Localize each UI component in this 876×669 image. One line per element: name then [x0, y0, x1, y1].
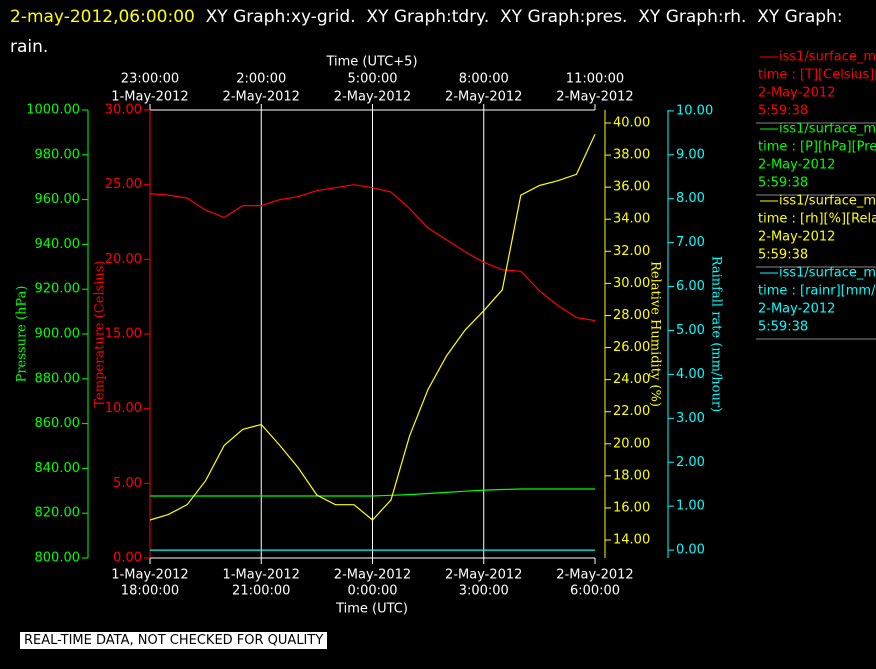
title: 2-may-2012,06:00:00 XY Graph:xy-grid. XY… — [10, 2, 850, 62]
y-tick-label: 8.00 — [676, 191, 705, 206]
y-tick-label: 9.00 — [676, 147, 705, 162]
y-axis-title: Temperature (Celsius) — [93, 260, 108, 407]
x2-axis-title: Time (UTC+5) — [325, 55, 417, 70]
x-tick-label: 21:00:00 — [232, 584, 290, 599]
x2-tick-label: 2-May-2012 — [556, 90, 633, 105]
y-tick-label: 860.00 — [35, 416, 81, 431]
y-tick-label: 28.00 — [613, 308, 650, 323]
y-tick-label: 840.00 — [35, 461, 81, 476]
legend-detail: 2-May-2012 — [758, 230, 835, 245]
legend-detail: time : [P][hPa][Pres — [758, 140, 876, 155]
x2-tick-label: 2-May-2012 — [445, 90, 522, 105]
y-tick-label: 30.00 — [613, 276, 650, 291]
legend-detail: 2-May-2012 — [758, 86, 835, 101]
title-text: XY Graph:xy-grid. XY Graph:tdry. XY Grap… — [10, 7, 848, 57]
y-tick-label: 36.00 — [613, 180, 650, 195]
x-tick-label: 2-May-2012 — [334, 568, 411, 583]
y-tick-label: 900.00 — [35, 327, 81, 342]
x-axis-title: Time (UTC) — [335, 602, 408, 617]
y-tick-label: 20.00 — [105, 252, 142, 267]
x-tick-label: 0:00:00 — [347, 584, 397, 599]
x2-tick-label: 8:00:00 — [459, 72, 509, 87]
y-tick-label: 0.00 — [676, 543, 705, 558]
y-tick-label: 3.00 — [676, 411, 705, 426]
y-axis-title: Rainfall rate (mm/hour) — [709, 256, 724, 412]
legend-name: iss1/surface_me — [779, 50, 876, 65]
y-tick-label: 820.00 — [35, 506, 81, 521]
y-tick-label: 980.00 — [35, 147, 81, 162]
x-tick-label: 3:00:00 — [459, 584, 509, 599]
x2-tick-label: 1-May-2012 — [111, 90, 188, 105]
y-tick-label: 10.00 — [105, 401, 142, 416]
y-tick-label: 30.00 — [105, 103, 142, 118]
y-tick-label: 940.00 — [35, 237, 81, 252]
series-line — [150, 488, 595, 497]
footer: REAL-TIME DATA, NOT CHECKED FOR QUALITY — [20, 632, 328, 649]
y-tick-label: 16.00 — [613, 500, 650, 515]
y-tick-label: 6.00 — [676, 279, 705, 294]
legend-name: iss1/surface_me — [779, 194, 876, 209]
y-tick-label: 10.00 — [676, 103, 713, 118]
y-tick-label: 22.00 — [613, 404, 650, 419]
x-tick-label: 18:00:00 — [121, 584, 179, 599]
x2-tick-label: 23:00:00 — [121, 72, 179, 87]
y-tick-label: 14.00 — [613, 533, 650, 548]
x2-tick-label: 2-May-2012 — [223, 90, 300, 105]
x-tick-label: 6:00:00 — [570, 584, 620, 599]
y-tick-label: 0.00 — [113, 551, 142, 566]
title-time: 2-may-2012,06:00:00 — [10, 7, 195, 27]
y-tick-label: 25.00 — [105, 177, 142, 192]
y-tick-label: 32.00 — [613, 244, 650, 259]
y-tick-label: 2.00 — [676, 455, 705, 470]
y-tick-label: 5.00 — [676, 323, 705, 338]
y-tick-label: 15.00 — [105, 327, 142, 342]
x-tick-label: 2-May-2012 — [556, 568, 633, 583]
legend-detail: 5:59:38 — [758, 248, 808, 263]
legend-detail: 2-May-2012 — [758, 302, 835, 317]
legend-detail: 5:59:38 — [758, 104, 808, 119]
y-tick-label: 4.00 — [676, 367, 705, 382]
x2-tick-label: 11:00:00 — [566, 72, 624, 87]
legend-detail: time : [rh][%][Relati — [758, 212, 876, 227]
series-line — [149, 184, 596, 322]
x-tick-label: 1-May-2012 — [111, 568, 188, 583]
x-tick-label: 1-May-2012 — [223, 568, 300, 583]
x-tick-label: 2-May-2012 — [445, 568, 522, 583]
legend-detail: time : [T][Celsius][T — [758, 68, 876, 83]
y-tick-label: 26.00 — [613, 340, 650, 355]
y-tick-label: 34.00 — [613, 212, 650, 227]
x2-tick-label: 2-May-2012 — [334, 90, 411, 105]
y-tick-label: 880.00 — [35, 371, 81, 386]
y-axis-title: Relative Humidity (%) — [648, 261, 663, 407]
y-tick-label: 18.00 — [613, 468, 650, 483]
y-tick-label: 920.00 — [35, 282, 81, 297]
y-tick-label: 800.00 — [35, 551, 81, 566]
y-tick-label: 38.00 — [613, 148, 650, 163]
legend-name: iss1/surface_me — [779, 122, 876, 137]
y-axis-title: Pressure (hPa) — [15, 286, 30, 383]
x2-tick-label: 2:00:00 — [236, 72, 286, 87]
series-line — [149, 133, 596, 521]
y-tick-label: 5.00 — [113, 476, 142, 491]
y-tick-label: 1.00 — [676, 499, 705, 514]
y-tick-label: 1000.00 — [26, 103, 80, 118]
legend-name: iss1/surface_me — [779, 266, 876, 281]
legend-detail: 2-May-2012 — [758, 158, 835, 173]
y-tick-label: 960.00 — [35, 192, 81, 207]
y-tick-label: 20.00 — [613, 436, 650, 451]
y-tick-label: 7.00 — [676, 235, 705, 250]
legend-detail: 5:59:38 — [758, 176, 808, 191]
y-tick-label: 40.00 — [613, 115, 650, 130]
x2-tick-label: 5:00:00 — [347, 72, 397, 87]
legend-detail: 5:59:38 — [758, 320, 808, 335]
legend-detail: time : [rainr][mm/ho — [758, 284, 876, 299]
y-tick-label: 24.00 — [613, 372, 650, 387]
